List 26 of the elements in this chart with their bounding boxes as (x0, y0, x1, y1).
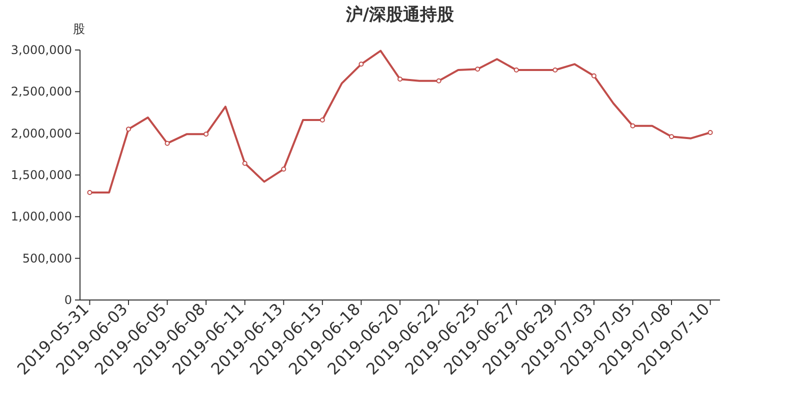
point (281, 166, 286, 172)
point (630, 123, 636, 128)
y-axis-title: 股 (73, 22, 85, 36)
point (514, 68, 519, 72)
point (164, 140, 170, 146)
point (591, 73, 596, 78)
y-tick-label: 1,500,000 (10, 168, 72, 182)
y-tick-label: 0 (64, 293, 72, 307)
point (242, 160, 248, 166)
y-tick-label: 2,000,000 (10, 126, 72, 140)
point (552, 68, 558, 72)
point (320, 118, 325, 122)
point (87, 190, 92, 195)
y-tick-label: 2,500,000 (10, 84, 72, 99)
chart-title: 沪/深股通持股 (344, 5, 456, 25)
y-tick-label: 3,000,000 (10, 43, 72, 57)
point (708, 130, 713, 135)
point (398, 76, 402, 82)
point (669, 134, 674, 140)
y-tick-label: 500,000 (22, 251, 72, 266)
point (204, 132, 209, 137)
point (436, 78, 442, 84)
point (126, 126, 131, 132)
point (358, 62, 364, 67)
y-tick-label: 1,000,000 (10, 210, 72, 224)
point (475, 66, 480, 72)
